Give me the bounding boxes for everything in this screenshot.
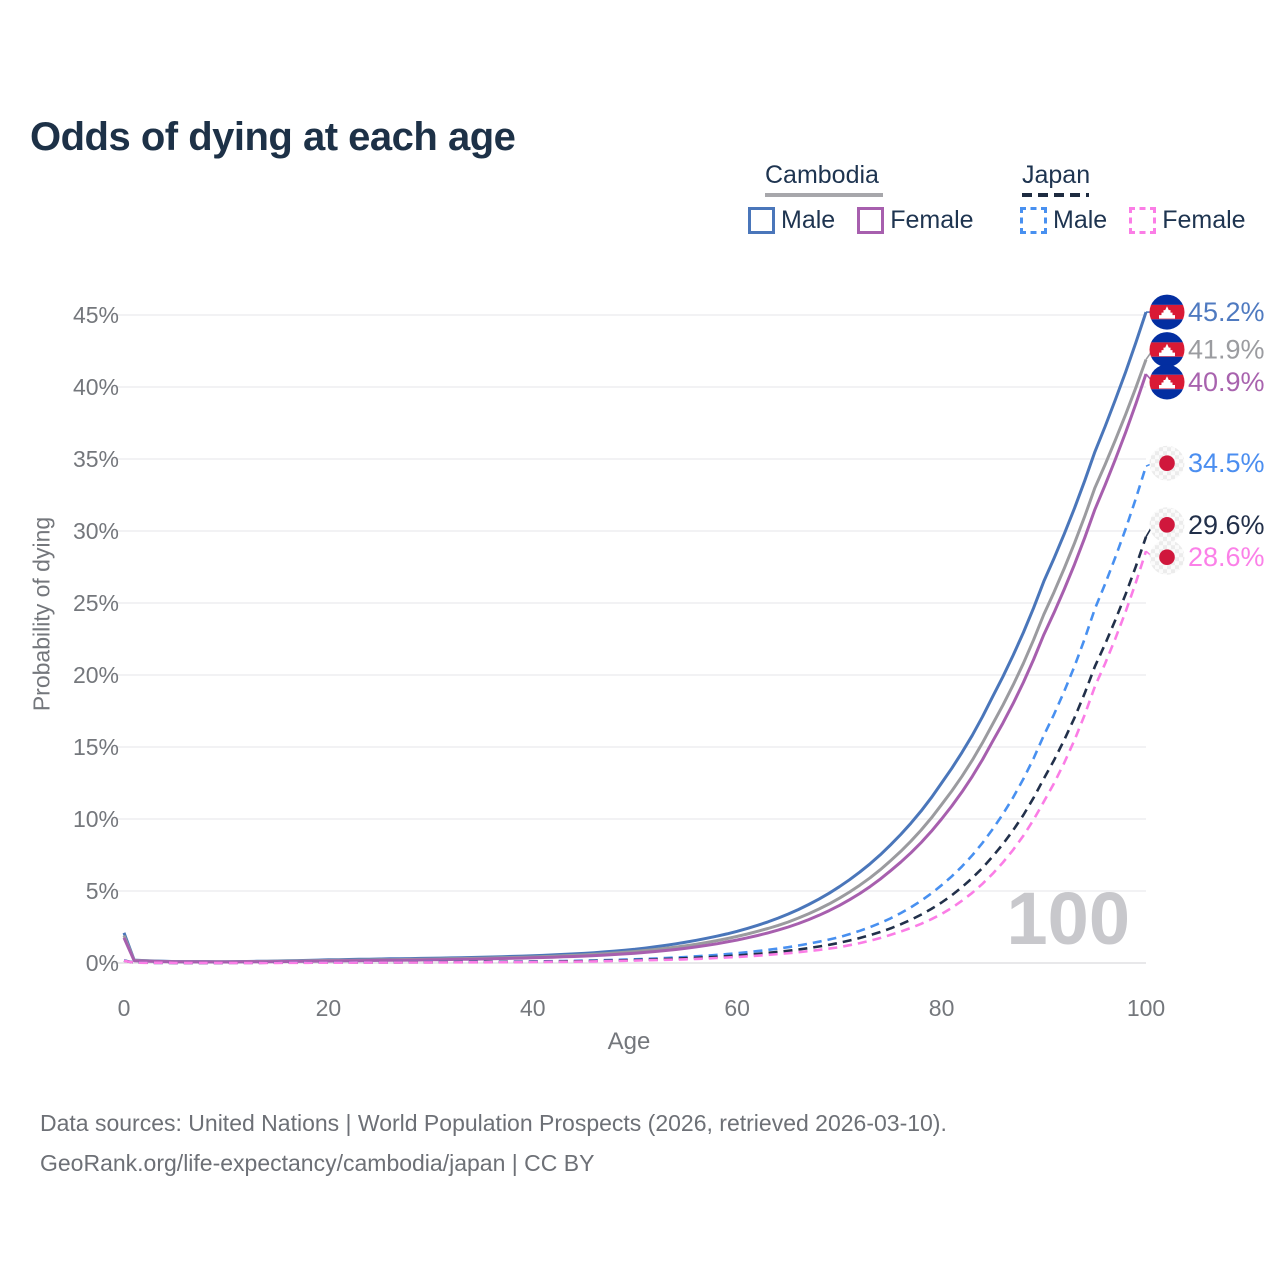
y-axis-title: Probability of dying	[28, 516, 55, 712]
flag-icon-japan	[1149, 539, 1185, 575]
current-age-watermark: 100	[1006, 877, 1130, 960]
end-value-label-cambodia-male: 45.2%	[1188, 297, 1265, 327]
series-line-japan-male[interactable]	[123, 465, 1148, 965]
y-tick-label: 20%	[73, 662, 119, 688]
legend-group-japan: Japan Male Female	[1020, 161, 1246, 235]
x-tick-label: 0	[118, 995, 131, 1021]
y-tick-label: 0%	[86, 950, 119, 976]
legend-country-cambodia[interactable]: Cambodia	[765, 161, 879, 189]
footer-data-sources: Data sources: United Nations | World Pop…	[40, 1110, 947, 1136]
y-tick-label: 35%	[73, 446, 119, 472]
legend-country-japan[interactable]: Japan	[1022, 161, 1091, 189]
x-tick-label: 40	[520, 995, 546, 1021]
series-line-japan-both[interactable]	[123, 536, 1148, 965]
legend-swatch-japan-male[interactable]	[1020, 207, 1047, 234]
legend-label-cambodia-male[interactable]: Male	[781, 206, 836, 234]
flag-icon-japan	[1149, 507, 1185, 543]
series-line-japan-female[interactable]	[123, 550, 1148, 965]
flag-icon-cambodia	[1149, 332, 1185, 368]
x-tick-label: 80	[929, 995, 955, 1021]
y-tick-label: 45%	[73, 302, 119, 328]
page-title: Odds of dying at each age	[30, 114, 516, 159]
legend-swatch-japan-female[interactable]	[1129, 207, 1157, 234]
footer-attribution: GeoRank.org/life-expectancy/cambodia/jap…	[40, 1150, 595, 1176]
end-value-label-cambodia-female: 40.9%	[1188, 367, 1265, 397]
flag-icon-japan	[1149, 445, 1185, 481]
end-value-label-japan-male: 34.5%	[1188, 448, 1265, 478]
end-value-label-cambodia-both: 41.9%	[1188, 335, 1265, 365]
series-line-cambodia-both[interactable]	[122, 359, 1148, 964]
series-line-cambodia-male[interactable]	[122, 311, 1148, 964]
legend-label-cambodia-female[interactable]: Female	[890, 206, 974, 234]
x-tick-label: 60	[724, 995, 750, 1021]
legend-label-japan-female[interactable]: Female	[1162, 206, 1246, 234]
legend-line-swatch-japan-both[interactable]	[1022, 193, 1089, 197]
legend-swatch-cambodia-female[interactable]	[857, 207, 885, 234]
x-tick-label: 20	[316, 995, 342, 1021]
flag-icon-cambodia	[1149, 294, 1185, 330]
end-value-label-japan-female: 28.6%	[1188, 542, 1265, 572]
x-axis-title: Age	[607, 1028, 651, 1055]
x-tick-label: 100	[1127, 995, 1165, 1021]
legend-line-swatch-cambodia-both[interactable]	[765, 193, 883, 197]
y-tick-label: 25%	[73, 590, 119, 616]
y-tick-label: 40%	[73, 374, 119, 400]
legend-label-japan-male[interactable]: Male	[1053, 206, 1108, 234]
legend-swatch-cambodia-male[interactable]	[748, 207, 775, 234]
flag-icon-cambodia	[1149, 364, 1185, 400]
y-tick-label: 5%	[86, 878, 119, 904]
end-value-label-japan-both: 29.6%	[1188, 510, 1265, 540]
y-tick-label: 30%	[73, 518, 119, 544]
y-tick-label: 15%	[73, 734, 119, 760]
footer: Data sources: United Nations | World Pop…	[40, 1103, 947, 1183]
y-tick-label: 10%	[73, 806, 119, 832]
legend-group-cambodia: Cambodia Male Female	[748, 161, 974, 235]
